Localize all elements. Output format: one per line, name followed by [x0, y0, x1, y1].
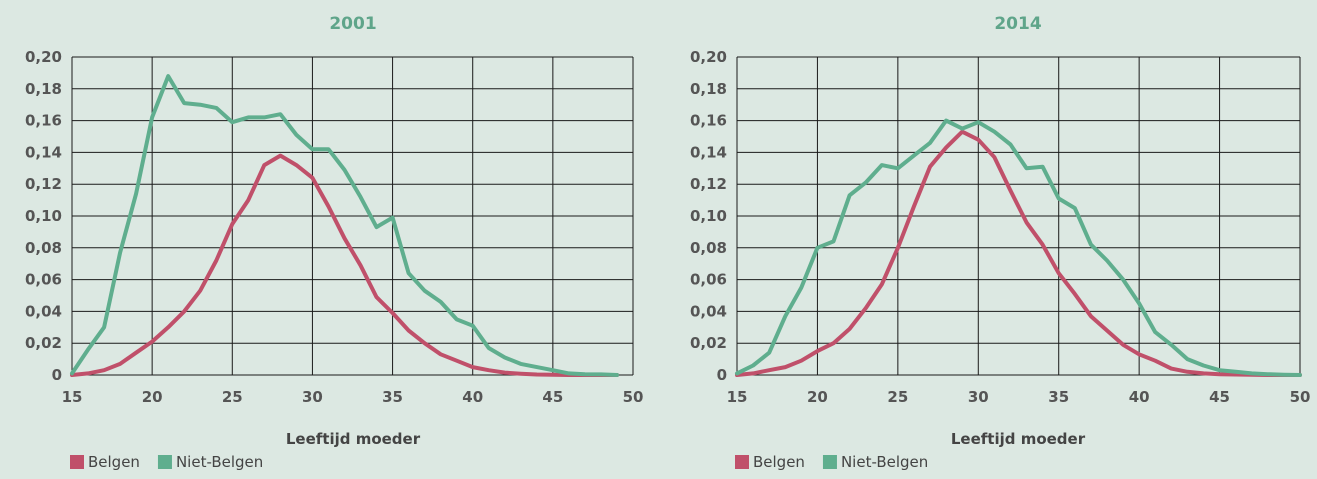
x-tick-label: 50 [1290, 388, 1311, 406]
x-axis-label: Leeftijd moeder [951, 430, 1086, 448]
gridlines [736, 56, 1301, 376]
x-axis-label: Leeftijd moeder [286, 430, 421, 448]
y-tick-label: 0,04 [690, 302, 727, 320]
y-tick-label: 0,08 [25, 239, 62, 257]
y-tick-label: 0,02 [690, 334, 727, 352]
chart-title-2014: 2014 [994, 14, 1041, 34]
y-tick-label: 0,14 [690, 143, 727, 161]
y-tick-label: 0,14 [25, 143, 62, 161]
x-tick-label: 15 [62, 388, 83, 406]
x-tick-label: 20 [142, 388, 163, 406]
y-tick-label: 0,10 [25, 207, 62, 225]
chart-panel-2014: 2014 0 0,02 0,04 0,06 0,08 0,10 0,12 0,14 0,16 0,… [690, 14, 1310, 471]
series-lines [70, 74, 619, 377]
y-tick-label: 0,06 [690, 271, 727, 289]
x-axis-ticks: 15 20 25 30 35 40 45 50 [62, 388, 644, 406]
x-tick-label: 15 [727, 388, 748, 406]
legend-swatch-belgen [735, 455, 749, 469]
y-tick-label: 0,12 [690, 175, 727, 193]
legend: Belgen Niet-Belgen [70, 453, 263, 471]
series-line-belgen [735, 129, 1302, 377]
y-tick-label: 0,16 [25, 112, 62, 130]
legend-swatch-niet-belgen [822, 455, 837, 469]
chart-panel-2001: 2001 0 0,02 0,04 0,06 0,08 0,10 0,12 0,14 0,16 0,… [25, 14, 643, 471]
x-tick-label: 25 [222, 388, 243, 406]
y-tick-label: 0 [52, 366, 62, 384]
x-tick-label: 40 [462, 388, 483, 406]
y-tick-label: 0,20 [25, 48, 62, 66]
legend: Belgen Niet-Belgen [735, 453, 928, 471]
legend-label-belgen: Belgen [753, 453, 805, 471]
y-axis-ticks: 0 0,02 0,04 0,06 0,08 0,10 0,12 0,14 0,16 0,18 0,2… [25, 48, 62, 384]
x-axis-ticks: 15 20 25 30 35 40 45 50 [727, 388, 1311, 406]
x-tick-label: 25 [887, 388, 908, 406]
y-tick-label: 0,20 [690, 48, 727, 66]
gridlines [71, 56, 634, 376]
x-tick-label: 45 [1209, 388, 1230, 406]
x-tick-label: 45 [542, 388, 563, 406]
y-tick-label: 0 [717, 366, 727, 384]
y-axis-ticks: 0 0,02 0,04 0,06 0,08 0,10 0,12 0,14 0,16 0,18 0,2… [690, 48, 727, 384]
x-tick-label: 30 [968, 388, 989, 406]
legend-label-belgen: Belgen [88, 453, 140, 471]
legend-swatch-niet-belgen [157, 455, 172, 469]
y-tick-label: 0,06 [25, 271, 62, 289]
y-tick-label: 0,08 [690, 239, 727, 257]
legend-label-niet-belgen: Niet-Belgen [176, 453, 263, 471]
y-tick-label: 0,04 [25, 302, 62, 320]
y-tick-label: 0,10 [690, 207, 727, 225]
y-tick-label: 0,18 [25, 80, 62, 98]
y-tick-label: 0,02 [25, 334, 62, 352]
y-tick-label: 0,16 [690, 112, 727, 130]
series-line-belgen [70, 153, 619, 377]
series-line-niet-belgen [70, 74, 619, 377]
series-lines [735, 118, 1302, 377]
chart-title-2001: 2001 [329, 14, 376, 34]
series-line-niet-belgen [735, 118, 1302, 377]
legend-label-niet-belgen: Niet-Belgen [841, 453, 928, 471]
legend-swatch-belgen [70, 455, 84, 469]
x-tick-label: 50 [623, 388, 644, 406]
y-tick-label: 0,18 [690, 80, 727, 98]
x-tick-label: 35 [1048, 388, 1069, 406]
x-tick-label: 40 [1129, 388, 1150, 406]
x-tick-label: 20 [807, 388, 828, 406]
x-tick-label: 30 [302, 388, 323, 406]
y-tick-label: 0,12 [25, 175, 62, 193]
x-tick-label: 35 [382, 388, 403, 406]
